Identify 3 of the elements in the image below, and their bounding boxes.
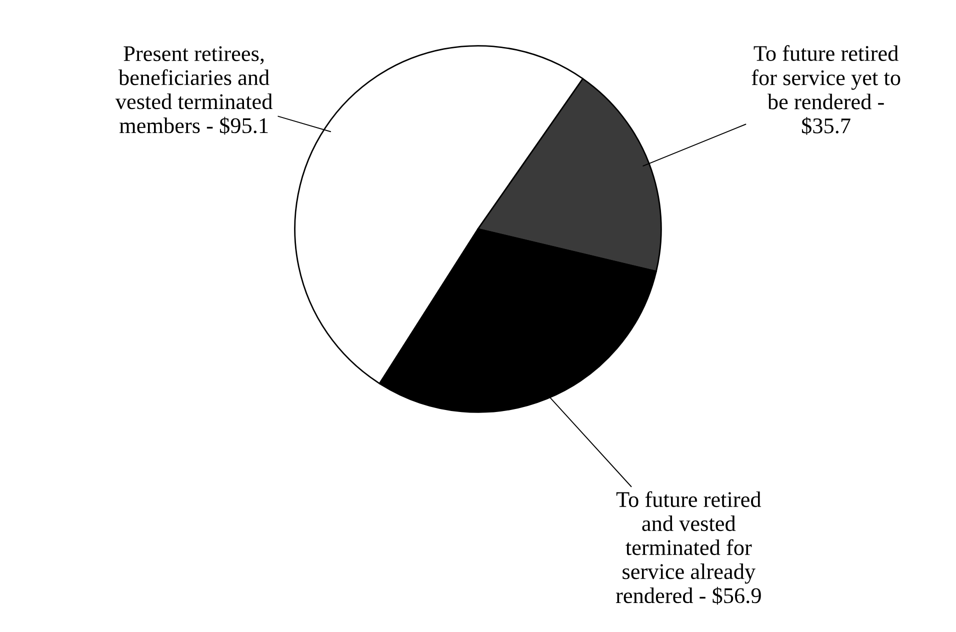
slice-label: To future retired for service yet to be rendered - $35.7: [752, 45, 900, 135]
slice-label: Present retirees, beneficiaries and vested terminated members - $95.1: [115, 46, 272, 135]
slice-label: To future retired and vested terminated for service already rendered - $56.9: [616, 491, 762, 605]
